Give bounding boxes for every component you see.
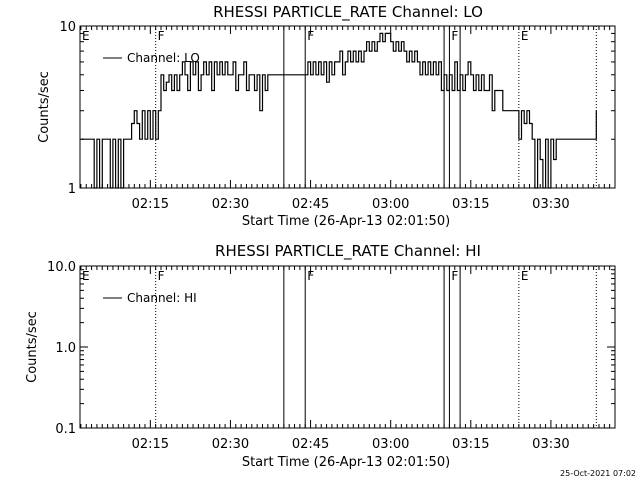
x-tick-label: 03:30 — [532, 197, 569, 212]
panel-lo-series-line — [80, 32, 597, 189]
x-tick-label: 03:15 — [452, 197, 489, 212]
panel-lo-y-label: Counts/sec — [37, 71, 52, 143]
x-tick-label: 02:45 — [292, 197, 329, 212]
panel-hi-x-ticks: 02:15 02:30 02:45 03:00 03:15 03:30 — [80, 266, 616, 452]
panel-hi-legend: Channel: HI — [103, 291, 197, 305]
panel-lo-legend: Channel: LO — [103, 51, 200, 65]
marker-label: F — [307, 29, 314, 43]
x-tick-label: 03:00 — [372, 437, 409, 452]
marker-label: F — [451, 29, 458, 43]
panel-hi-x-label: Start Time (26-Apr-13 02:01:50) — [242, 455, 450, 470]
marker-label: F — [158, 269, 165, 283]
y-tick-label: 10.0 — [47, 260, 76, 275]
marker-label: E — [82, 29, 90, 43]
x-tick-label: 02:45 — [292, 437, 329, 452]
y-tick-label: 1.0 — [55, 341, 76, 356]
panel-hi-y-ticks: 0.1 1.0 10.0 — [47, 260, 615, 437]
x-tick-label: 03:30 — [532, 437, 569, 452]
x-tick-label: 02:30 — [212, 437, 249, 452]
panel-lo-x-label: Start Time (26-Apr-13 02:01:50) — [242, 214, 450, 229]
panel-hi: RHESSI PARTICLE_RATE Channel: HI E F F F E 0… — [25, 242, 616, 470]
panel-hi-legend-label: Channel: HI — [127, 291, 197, 305]
marker-label: F — [307, 269, 314, 283]
y-tick-label: 10 — [59, 20, 76, 35]
panel-lo: RHESSI PARTICLE_RATE Channel: LO E F F F E 1… — [37, 3, 616, 229]
marker-label: E — [521, 29, 529, 43]
x-tick-label: 03:00 — [372, 197, 409, 212]
marker-label: F — [451, 269, 458, 283]
x-tick-label: 02:30 — [212, 197, 249, 212]
panel-lo-y-ticks: 1 10 — [59, 20, 615, 197]
panel-lo-title: RHESSI PARTICLE_RATE Channel: LO — [213, 3, 483, 22]
panel-hi-y-label: Counts/sec — [25, 311, 40, 383]
x-tick-label: 02:15 — [132, 437, 169, 452]
x-tick-label: 03:15 — [452, 437, 489, 452]
marker-label: E — [521, 269, 529, 283]
x-tick-label: 02:15 — [132, 197, 169, 212]
timestamp: 25-Oct-2021 07:02 — [560, 469, 636, 478]
marker-label: F — [158, 29, 165, 43]
panel-hi-title: RHESSI PARTICLE_RATE Channel: HI — [215, 242, 481, 261]
y-tick-label: 1 — [68, 182, 76, 197]
panel-lo-x-ticks: 02:15 02:30 02:45 03:00 03:15 03:30 — [80, 26, 616, 212]
panel-lo-legend-label: Channel: LO — [127, 51, 200, 65]
y-tick-label: 0.1 — [55, 422, 76, 437]
marker-label: E — [82, 269, 90, 283]
